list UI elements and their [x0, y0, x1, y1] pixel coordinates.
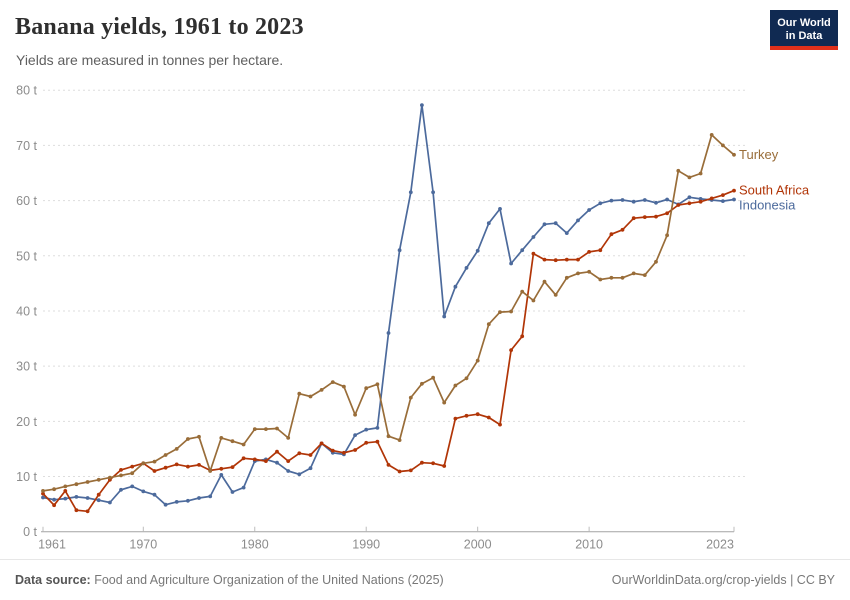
x-tick-label-2023: 2023 [706, 538, 734, 552]
owid-logo[interactable]: Our World in Data [770, 10, 838, 50]
chart-footer: Data source: Food and Agriculture Organi… [0, 559, 850, 600]
series-markers-turkey [41, 133, 736, 493]
x-tick-label-2010: 2010 [575, 538, 603, 552]
page-subtitle: Yields are measured in tonnes per hectar… [16, 52, 284, 68]
owid-logo-line1: Our World [777, 17, 831, 29]
series-markers-south-africa [41, 188, 736, 514]
series-markers-indonesia [41, 103, 736, 507]
owid-citation-link[interactable]: OurWorldinData.org/crop-yields | CC BY [611, 573, 835, 587]
x-tick-label-2000: 2000 [464, 538, 492, 552]
yield-line-chart: 0 t 10 t 20 t 30 t 40 t 50 t 60 t 70 t 80 t 1961 1… [16, 84, 810, 552]
y-tick-label-0: 0 t [23, 525, 37, 539]
y-tick-label-70: 70 t [16, 139, 37, 153]
owid-logo-line2: in Data [785, 30, 823, 42]
series-label-turkey: Turkey [739, 147, 779, 162]
x-tick-label-1970: 1970 [129, 538, 157, 552]
series-line-indonesia [42, 104, 735, 506]
x-tick-label-1990: 1990 [352, 538, 380, 552]
x-tick-label-1961: 1961 [38, 538, 66, 552]
series-label-indonesia: Indonesia [739, 198, 796, 213]
data-source-text: Data source: Food and Agriculture Organi… [15, 573, 444, 587]
data-source-label: Data source: [15, 573, 91, 587]
x-tick-label-1980: 1980 [241, 538, 269, 552]
y-tick-label-60: 60 t [16, 194, 37, 208]
series-label-south-africa: South Africa [739, 183, 810, 198]
y-tick-label-30: 30 t [16, 360, 37, 374]
page-title: Banana yields, 1961 to 2023 [15, 14, 304, 40]
owid-logo-accent-bar [770, 46, 838, 50]
y-tick-label-80: 80 t [16, 84, 37, 98]
y-tick-label-50: 50 t [16, 249, 37, 263]
y-tick-label-10: 10 t [16, 470, 37, 484]
y-tick-label-20: 20 t [16, 415, 37, 429]
y-tick-label-40: 40 t [16, 304, 37, 318]
